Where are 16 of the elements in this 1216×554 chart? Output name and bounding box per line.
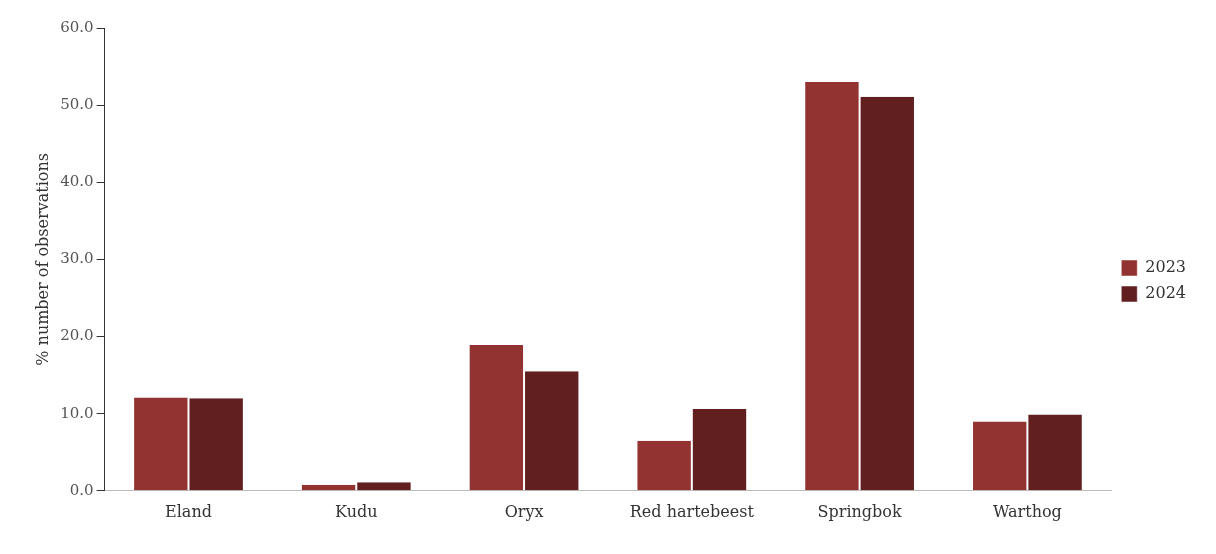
x-tick-label: Springbok [817,501,902,521]
x-tick-label: Red hartebeest [629,501,755,521]
y-tick-label: 30.0 [60,249,94,268]
legend-label: 2024 [1145,283,1186,303]
y-tick-label: 0.0 [69,480,94,499]
y-tick-label: 10.0 [60,403,94,422]
y-tick-label: 60.0 [60,17,94,36]
x-tick-label: Oryx [504,501,544,521]
x-tick-label: Eland [165,501,212,521]
legend-label: 2023 [1145,257,1186,277]
y-tick-label: 50.0 [60,95,94,114]
y-tick-label: 20.0 [60,326,94,345]
x-tick-label: Warthog [992,501,1062,521]
y-tick-label: 40.0 [60,172,94,191]
x-tick-label: Kudu [335,501,378,521]
y-axis-title: % number of observations [32,153,52,366]
